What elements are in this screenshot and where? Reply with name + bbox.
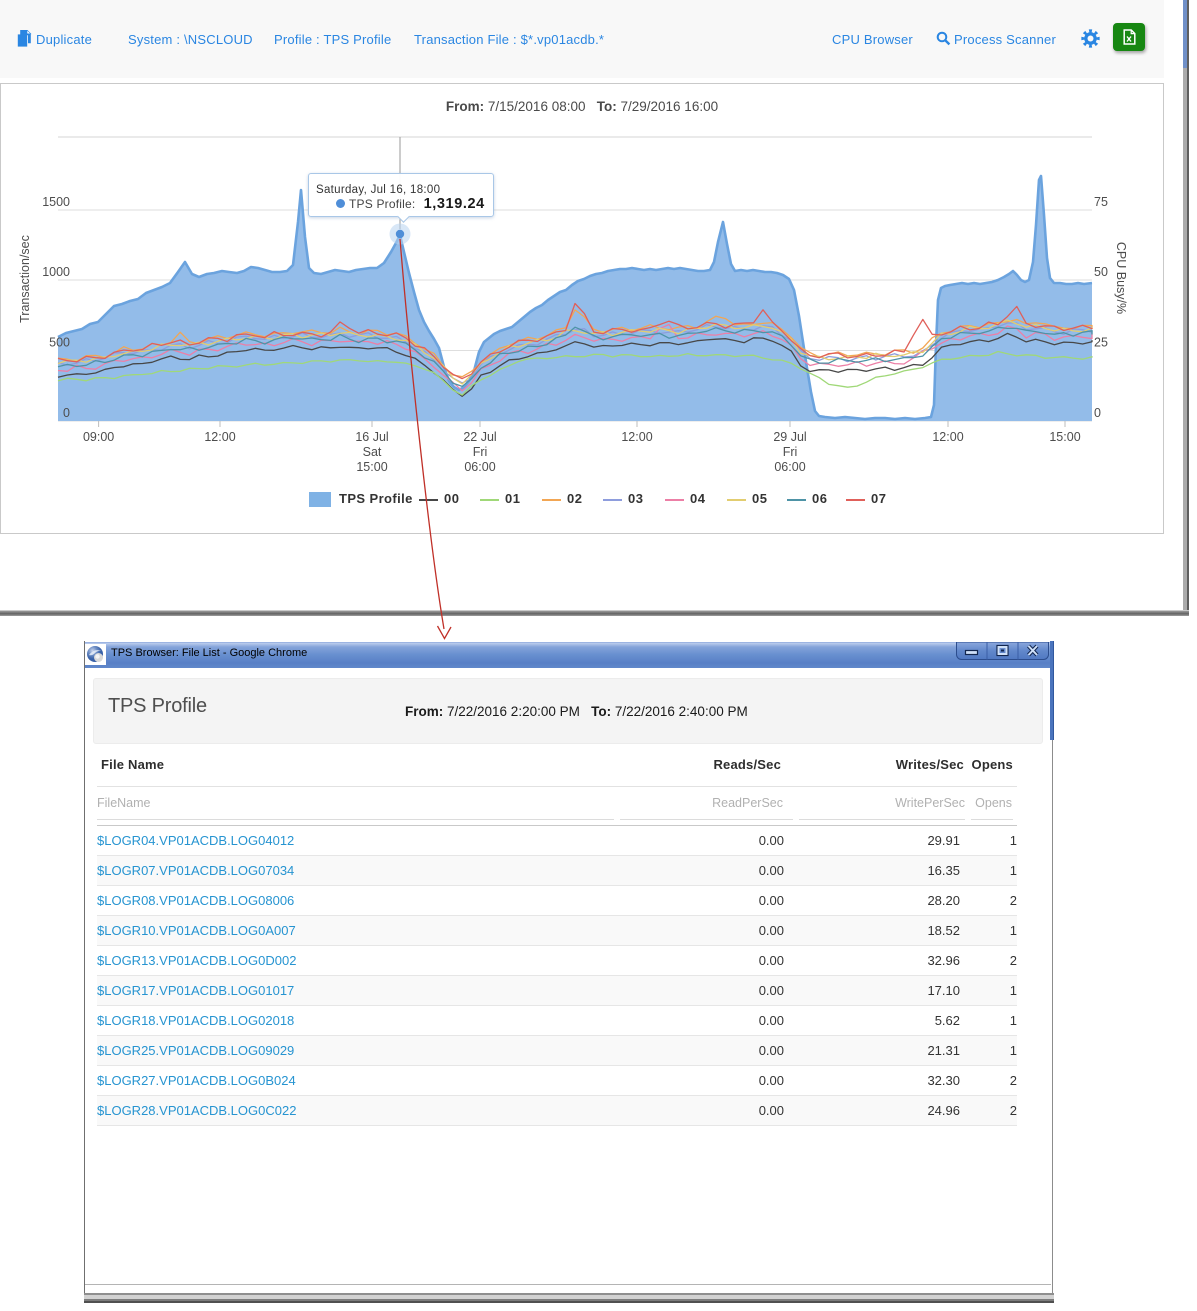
svg-text:CPU Busy/%: CPU Busy/%: [1114, 242, 1128, 314]
svg-text:22 Jul: 22 Jul: [463, 430, 496, 444]
svg-text:Fri: Fri: [473, 445, 488, 459]
svg-text:12:00: 12:00: [621, 430, 652, 444]
svg-text:Transaction/sec: Transaction/sec: [18, 235, 32, 323]
svg-text:16 Jul: 16 Jul: [355, 430, 388, 444]
svg-text:09:00: 09:00: [83, 430, 114, 444]
svg-text:1000: 1000: [42, 265, 70, 279]
svg-text:15:00: 15:00: [1049, 430, 1080, 444]
svg-text:29 Jul: 29 Jul: [773, 430, 806, 444]
svg-text:12:00: 12:00: [932, 430, 963, 444]
svg-text:0: 0: [1094, 406, 1101, 420]
svg-text:500: 500: [49, 336, 70, 350]
svg-text:50: 50: [1094, 265, 1108, 279]
svg-text:1500: 1500: [42, 195, 70, 209]
svg-text:15:00: 15:00: [356, 460, 387, 474]
svg-text:75: 75: [1094, 195, 1108, 209]
svg-text:06:00: 06:00: [774, 460, 805, 474]
svg-text:12:00: 12:00: [204, 430, 235, 444]
svg-text:25: 25: [1094, 336, 1108, 350]
svg-text:06:00: 06:00: [464, 460, 495, 474]
svg-text:0: 0: [63, 406, 70, 420]
svg-text:Sat: Sat: [363, 445, 382, 459]
svg-text:Fri: Fri: [783, 445, 798, 459]
